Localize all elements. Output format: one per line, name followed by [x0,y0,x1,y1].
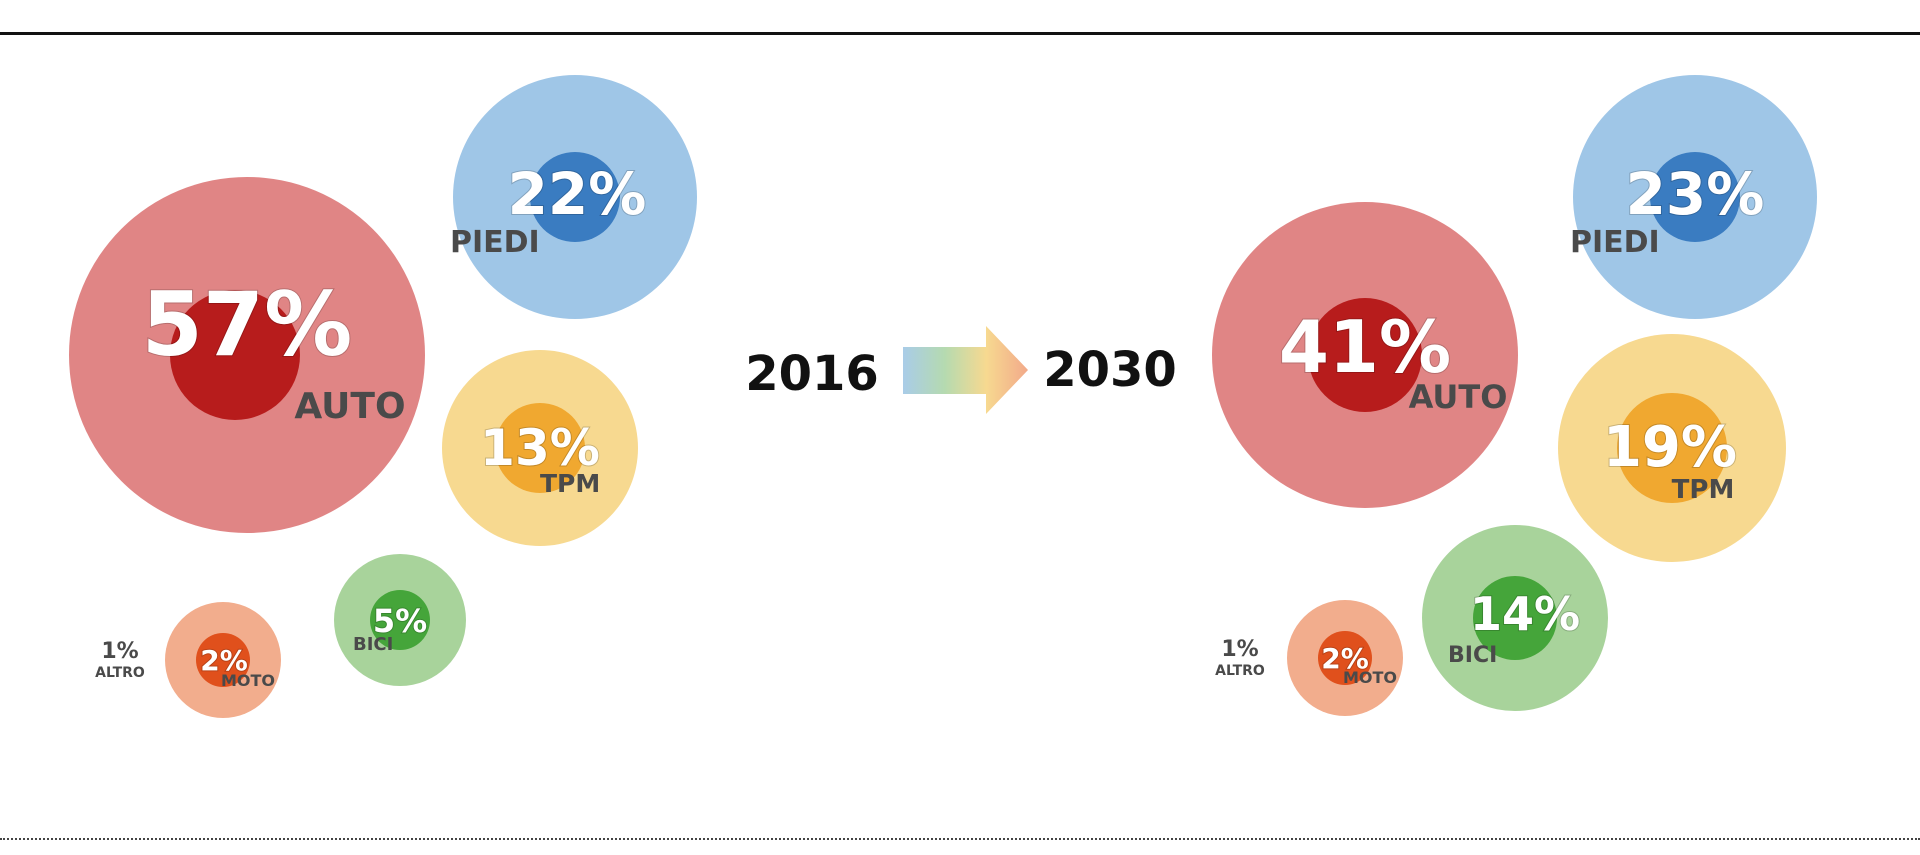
auto-inner-circle [170,290,300,420]
tpm-inner-circle [495,403,585,493]
piedi-inner-circle [530,152,620,242]
transition-arrow [903,326,1028,414]
year-label-2016: 2016 [745,346,879,402]
bubble-altro-2016: 1%ALTRO [95,639,145,681]
bici-percent-label: 5% [373,602,427,640]
bici-category-label: BICI [353,634,393,655]
auto-inner-circle [1308,298,1422,412]
bubble-moto-2030: 2%MOTO [1287,600,1403,716]
bubble-altro-2030: 1%ALTRO [1215,637,1265,679]
altro-category-label: ALTRO [1215,663,1265,679]
tpm-inner-circle [1617,393,1727,503]
bubble-bici-2030: 14%BICI [1422,525,1608,711]
tpm-percent-label: 13% [480,419,600,477]
moto-inner-circle [1318,631,1372,685]
tpm-category-label: TPM [540,469,600,498]
altro-category-label: ALTRO [95,665,145,681]
year-label-2030: 2030 [1043,342,1177,398]
auto-category-label: AUTO [1409,378,1508,416]
moto-inner-circle [196,633,250,687]
altro-percent-label: 1% [101,639,138,664]
moto-category-label: MOTO [221,671,275,690]
tpm-category-label: TPM [1672,475,1735,505]
auto-percent-label: 41% [1279,305,1451,389]
bubble-moto-2016: 2%MOTO [165,602,281,718]
panel-2030: 41%AUTO23%PIEDI19%TPM14%BICI2%MOTO1%ALTR… [1212,75,1817,716]
bici-inner-circle [370,590,430,650]
piedi-category-label: PIEDI [450,225,540,260]
auto-category-label: AUTO [294,386,405,427]
tpm-percent-label: 19% [1603,415,1737,480]
bubble-piedi-2030: 23%PIEDI [1570,75,1817,319]
bici-category-label: BICI [1448,643,1497,668]
moto-percent-label: 2% [200,644,248,677]
altro-percent-label: 1% [1221,637,1258,662]
bubble-tpm-2030: 19%TPM [1558,334,1786,562]
piedi-category-label: PIEDI [1570,225,1660,260]
bubble-bici-2016: 5%BICI [334,554,466,686]
top-rule [0,32,1920,35]
bubble-auto-2030: 41%AUTO [1212,202,1518,508]
bubble-piedi-2016: 22%PIEDI [450,75,697,319]
piedi-percent-label: 22% [508,160,647,228]
bubble-tpm-2016: 13%TPM [442,350,638,546]
auto-percent-label: 57% [142,273,353,376]
bubble-auto-2016: 57% AUTO [69,177,425,533]
bici-percent-label: 14% [1470,587,1580,641]
bottom-rule [0,838,1920,840]
bici-inner-circle [1473,576,1557,660]
piedi-inner-circle [1650,152,1740,242]
moto-category-label: MOTO [1343,668,1397,687]
moto-percent-label: 2% [1321,642,1369,675]
piedi-percent-label: 23% [1626,160,1765,228]
